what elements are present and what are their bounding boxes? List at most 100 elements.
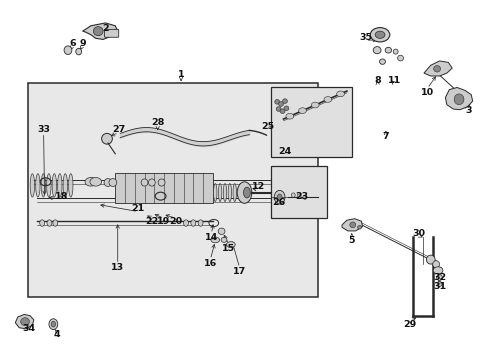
Ellipse shape <box>53 220 58 226</box>
Ellipse shape <box>190 220 195 226</box>
Text: 34: 34 <box>22 324 36 333</box>
Ellipse shape <box>52 174 57 197</box>
Ellipse shape <box>392 49 397 54</box>
Ellipse shape <box>58 174 62 197</box>
Ellipse shape <box>109 179 117 186</box>
Text: 23: 23 <box>295 192 308 201</box>
Ellipse shape <box>372 46 380 54</box>
Ellipse shape <box>218 228 224 234</box>
Text: 33: 33 <box>37 125 50 134</box>
Ellipse shape <box>93 27 103 36</box>
Polygon shape <box>341 219 362 231</box>
Ellipse shape <box>46 174 51 197</box>
Bar <box>271 166 327 218</box>
Text: 9: 9 <box>79 39 86 48</box>
Ellipse shape <box>41 174 45 197</box>
Ellipse shape <box>51 321 56 327</box>
Ellipse shape <box>226 242 235 247</box>
Text: 18: 18 <box>55 192 68 201</box>
Ellipse shape <box>68 174 73 197</box>
Text: 28: 28 <box>151 118 164 127</box>
Text: 17: 17 <box>232 267 246 276</box>
Ellipse shape <box>303 195 306 199</box>
Ellipse shape <box>282 99 287 103</box>
Ellipse shape <box>426 255 434 264</box>
Ellipse shape <box>40 220 44 226</box>
Ellipse shape <box>385 47 391 53</box>
Ellipse shape <box>276 107 281 111</box>
Ellipse shape <box>218 184 222 202</box>
Ellipse shape <box>291 193 295 197</box>
Ellipse shape <box>453 94 463 105</box>
Ellipse shape <box>432 261 439 268</box>
Ellipse shape <box>183 220 188 226</box>
Ellipse shape <box>221 237 226 242</box>
Text: 29: 29 <box>403 320 416 329</box>
Text: 22: 22 <box>145 217 158 226</box>
Circle shape <box>90 177 102 186</box>
Text: 26: 26 <box>271 198 285 207</box>
Ellipse shape <box>158 179 164 186</box>
Ellipse shape <box>243 187 250 198</box>
Ellipse shape <box>20 318 29 325</box>
Ellipse shape <box>213 184 217 202</box>
Polygon shape <box>82 23 118 40</box>
Ellipse shape <box>223 184 226 202</box>
Ellipse shape <box>433 66 440 72</box>
Circle shape <box>285 113 293 119</box>
Text: 25: 25 <box>261 122 274 131</box>
Ellipse shape <box>104 179 112 186</box>
Ellipse shape <box>274 99 279 104</box>
Text: 24: 24 <box>278 147 291 156</box>
Ellipse shape <box>297 194 301 198</box>
Ellipse shape <box>47 220 52 226</box>
Text: 6: 6 <box>69 39 76 48</box>
Text: 31: 31 <box>432 282 445 291</box>
Text: 8: 8 <box>373 76 380 85</box>
Ellipse shape <box>277 194 282 201</box>
Ellipse shape <box>198 220 203 226</box>
Bar <box>271 87 351 157</box>
FancyBboxPatch shape <box>104 30 119 37</box>
Text: 21: 21 <box>131 204 144 213</box>
Text: 20: 20 <box>169 217 183 226</box>
Text: 12: 12 <box>251 182 264 191</box>
Text: 2: 2 <box>102 24 109 33</box>
Ellipse shape <box>148 179 155 186</box>
Text: 14: 14 <box>204 233 218 242</box>
Ellipse shape <box>349 222 355 228</box>
Ellipse shape <box>274 190 285 204</box>
Circle shape <box>432 267 442 274</box>
Ellipse shape <box>141 179 148 186</box>
Polygon shape <box>423 61 451 76</box>
Text: 3: 3 <box>465 105 471 114</box>
Ellipse shape <box>280 109 285 113</box>
Circle shape <box>336 91 344 97</box>
Text: 35: 35 <box>358 33 371 42</box>
Circle shape <box>369 28 389 42</box>
Text: 32: 32 <box>432 273 445 282</box>
Text: 4: 4 <box>53 330 60 339</box>
Ellipse shape <box>237 182 251 203</box>
Ellipse shape <box>63 174 67 197</box>
Text: 27: 27 <box>112 125 125 134</box>
Polygon shape <box>15 315 34 329</box>
Ellipse shape <box>436 275 442 280</box>
Ellipse shape <box>233 184 236 202</box>
Ellipse shape <box>64 46 72 54</box>
Text: 13: 13 <box>111 264 124 273</box>
Polygon shape <box>445 87 472 110</box>
Ellipse shape <box>30 174 35 197</box>
Ellipse shape <box>102 134 112 144</box>
Text: 19: 19 <box>157 217 170 226</box>
Text: 11: 11 <box>387 76 401 85</box>
Text: 30: 30 <box>412 229 425 238</box>
Text: 16: 16 <box>203 259 217 268</box>
Ellipse shape <box>397 55 403 61</box>
Text: 10: 10 <box>420 87 433 96</box>
Circle shape <box>324 96 331 102</box>
Ellipse shape <box>436 267 442 274</box>
Ellipse shape <box>210 237 219 243</box>
Ellipse shape <box>436 282 441 287</box>
Ellipse shape <box>357 226 361 229</box>
